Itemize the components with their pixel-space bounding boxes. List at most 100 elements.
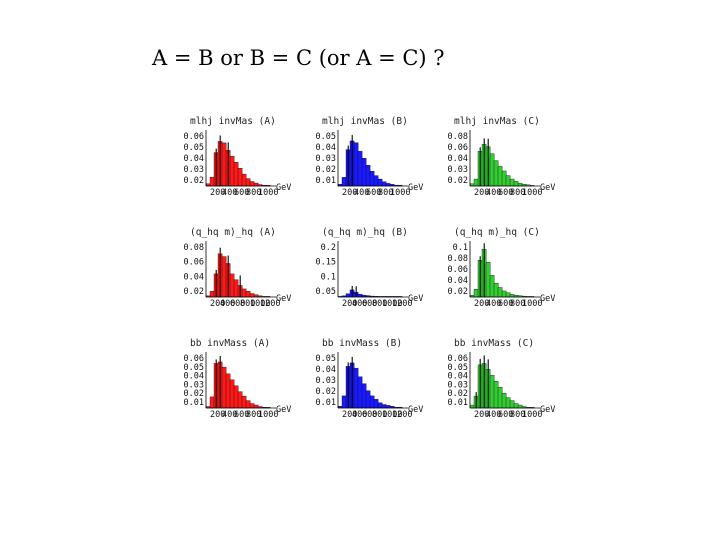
y-tick-label: 0.2 [321,243,336,253]
y-tick-label: 0.02 [316,165,336,175]
x-tick-label: 1000 [390,188,410,198]
histogram-bar [253,182,259,187]
x-tick-label: 600 [234,188,249,198]
x-tick-label: 200 [342,188,357,198]
histogram-bar [345,293,351,298]
y-tick-label: 0.04 [448,372,468,382]
y-tick-label: 0.01 [184,398,204,408]
y-tick-label: 0.01 [448,398,468,408]
histogram-bar [249,293,255,298]
panel-title: mlhj invMas (A) [190,116,276,127]
histogram-svg: bb invMass (C) 0.060.050.040.030.020.01 20… [448,338,556,420]
x-unit-label: GeV [540,183,555,193]
histogram-panel: mlhj invMas (B) 0.05 0.04 0.03 0.02 0.01 200 40… [302,112,430,218]
y-tick-label: 0.04 [316,365,336,375]
y-tick-label: 0.03 [448,165,468,175]
x-tick-label: 1200 [392,299,412,309]
histogram-svg: mlhj invMas (B) 0.050.040.030.020.01 20040… [316,116,424,198]
histogram-bar [241,173,247,187]
x-unit-label: GeV [276,183,291,193]
x-tick-label: 800 [510,299,525,309]
panel-title: bb invMass (B) [322,338,402,349]
x-tick-label: 1000 [522,410,542,420]
histogram-bar [221,142,227,187]
histogram-bar [489,375,495,409]
y-tick-label: 0.06 [184,132,204,142]
histogram-bar [237,391,243,409]
histogram-bar [221,366,227,409]
x-tick-label: 400 [486,299,501,309]
y-tick-label: 0.1 [453,243,468,253]
histogram-bar [353,367,359,409]
x-tick-label: 400 [352,299,367,309]
x-unit-label: GeV [276,294,291,304]
histogram-bar [497,287,503,298]
histogram-bar [493,282,499,298]
histogram-bar [245,291,251,298]
histogram-bar [493,381,499,409]
slide-title: A = B or B = C (or A = C) ? [152,46,445,70]
histogram-bar [517,404,523,409]
x-tick-label: 400 [352,410,367,420]
histogram-bar [209,396,215,409]
y-tick-label: 0.15 [316,258,336,268]
histogram-bar [501,290,507,298]
y-tick-label: 0.06 [448,143,468,153]
histogram-bar [501,392,507,409]
y-tick-label: 0.06 [184,354,204,364]
y-tick-label: 0.02 [184,389,204,399]
histogram-bar [489,153,495,187]
x-tick-label: 400 [486,410,501,420]
histogram-bar [473,289,479,298]
histogram-bar [381,181,387,187]
histogram-panel: (q_hq m)_hq (B) 0.2 0.15 0.1 0.05 200 400 600 80… [302,223,430,329]
y-tick-label: 0.06 [448,265,468,275]
y-tick-label: 0.08 [448,254,468,264]
y-tick-label: 0.05 [316,354,336,364]
histogram-bar [241,395,247,409]
histogram-bar [245,178,251,187]
histogram-svg: mlhj invMas (A) 0.060.050.040.030.02 20040… [184,116,292,198]
histogram-bar [233,279,239,298]
histogram-panel: (q_hq m)_hq (C) 0.1 0.08 0.06 0.04 0.02 200 400… [434,223,562,329]
histogram-bar [209,176,215,187]
histogram-bar [369,395,375,409]
y-tick-label: 0.02 [448,389,468,399]
histogram-bar [241,288,247,298]
y-tick-label: 0.1 [321,272,336,282]
x-tick-label: 200 [210,299,225,309]
histogram-panel: mlhj invMas (C) 0.08 0.06 0.04 0.03 0.02 200 40… [434,112,562,218]
x-tick-label: 800 [378,188,393,198]
y-tick-label: 0.02 [184,287,204,297]
histogram-svg: (q_hq m)_hq (A) 0.08 0.06 0.04 0.02 200400600… [184,227,292,309]
x-tick-label: 1200 [392,410,412,420]
histogram-bar [365,390,371,409]
histogram-bar [229,379,235,409]
x-tick-label: 800 [372,410,387,420]
histogram-bar [489,275,495,298]
x-tick-label: 400 [220,299,235,309]
y-tick-label: 0.03 [316,154,336,164]
y-tick-label: 0.04 [448,276,468,286]
panel-title: mlhj invMas (B) [322,116,408,127]
histogram-bar [229,156,235,187]
panel-title: (q_hq m)_hq (B) [322,227,408,238]
histogram-bar [357,293,363,298]
x-tick-label: 400 [486,188,501,198]
histogram-bar [221,256,227,298]
x-unit-label: GeV [408,405,423,415]
histogram-bar [517,182,523,187]
histogram-panel: bb invMass (C) 0.06 0.05 0.04 0.03 0.02 0.01 20… [434,334,562,440]
histogram-bar [249,403,255,409]
histogram-bar [377,178,383,187]
histogram-bar [381,404,387,409]
histogram-bar [353,142,359,187]
x-tick-label: 200 [342,299,357,309]
histogram-panel: bb invMass (A) 0.06 0.05 0.04 0.03 0.02 0.01 20… [170,334,298,440]
histogram-svg: mlhj invMas (C) 0.080.060.040.030.02 20040… [448,116,556,198]
y-tick-label: 0.02 [448,287,468,297]
y-tick-label: 0.05 [316,287,336,297]
y-tick-label: 0.02 [448,176,468,186]
y-tick-label: 0.04 [316,143,336,153]
x-tick-label: 1000 [258,410,278,420]
